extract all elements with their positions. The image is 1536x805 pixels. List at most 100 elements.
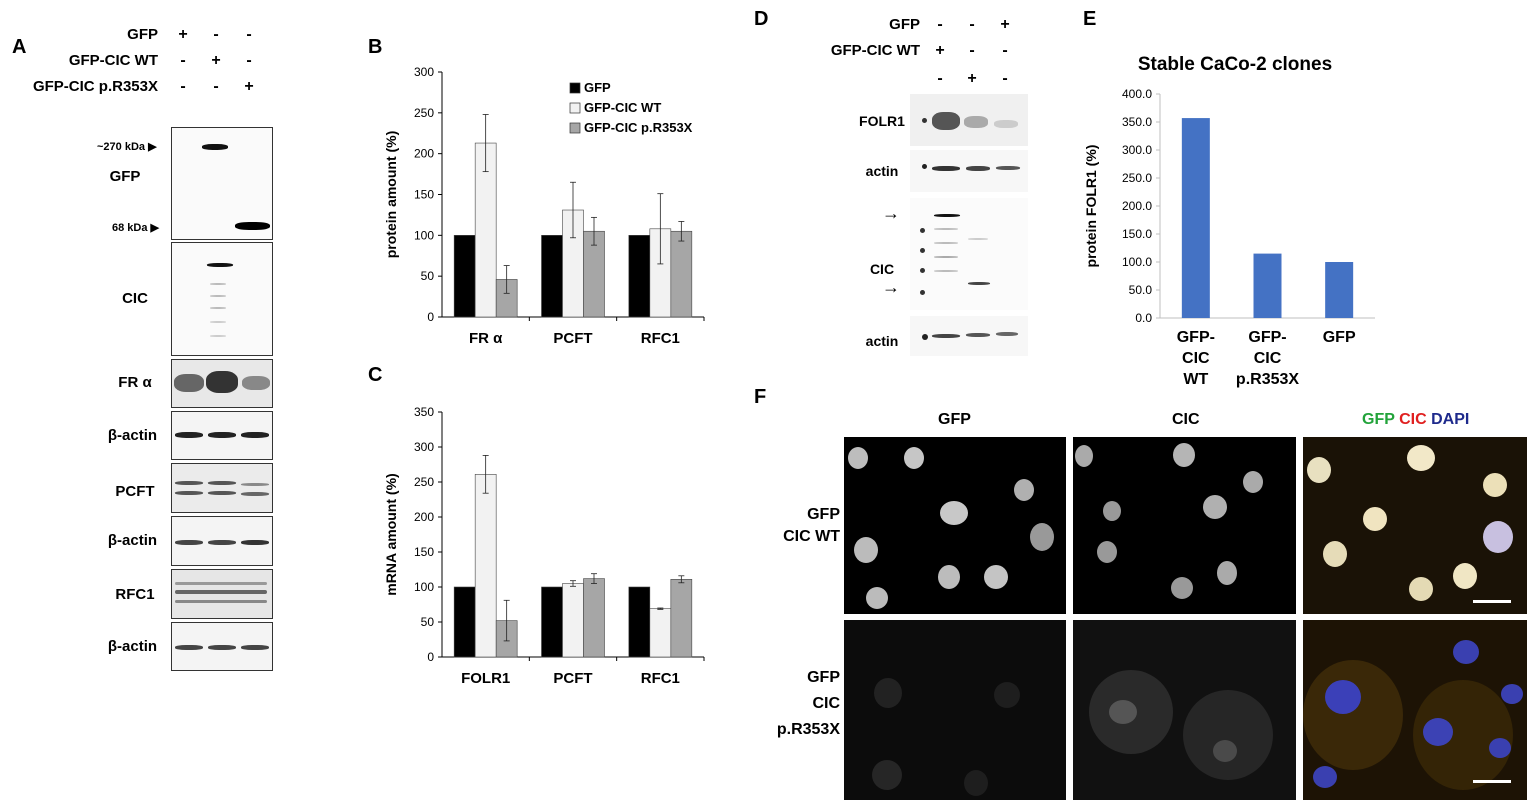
nucleus [1173, 443, 1195, 467]
nucleus [854, 537, 878, 563]
y-tick-label: 200.0 [1122, 199, 1152, 213]
legend-swatch [569, 82, 581, 94]
blot-folr1 [910, 94, 1028, 146]
blot-actin [171, 622, 273, 671]
bar [453, 586, 476, 658]
panel-label-f: F [754, 386, 767, 408]
marker-high-label: ~270 kDa ▶ [97, 141, 157, 153]
band [934, 242, 958, 244]
blot-gfp [171, 127, 273, 240]
nucleus [1243, 471, 1263, 493]
y-tick-label: 100 [414, 580, 434, 594]
band [922, 334, 928, 340]
y-tick-label: 150 [414, 545, 434, 559]
blot-label-actin: β-actin [107, 532, 158, 549]
y-axis-label: protein amount (%) [383, 131, 399, 259]
nucleus [1213, 740, 1237, 762]
y-tick-label: 0.0 [1135, 311, 1152, 325]
x-tick-label: GFP [1323, 329, 1356, 346]
band [934, 256, 958, 258]
blot-label-actin: β-actin [107, 427, 158, 444]
nucleus [1307, 457, 1331, 483]
arrow-icon: → [882, 203, 900, 223]
micrograph-cic-wt [1073, 437, 1296, 614]
panel-d-sign: - [937, 16, 943, 33]
nucleus [940, 501, 968, 525]
legend-label: GFP-CIC p.R353X [584, 120, 693, 135]
panel-a-sign: - [213, 26, 219, 43]
band [202, 144, 228, 150]
band [920, 268, 925, 273]
nucleus [1014, 479, 1034, 501]
panel-d-sign: - [969, 16, 975, 33]
y-axis-label: mRNA amount (%) [383, 473, 399, 595]
nucleus [964, 770, 988, 796]
panel-d-cond-label-2: GFP-CIC WT [830, 42, 920, 59]
y-tick-label: 50 [421, 615, 435, 629]
band [208, 481, 236, 485]
blot-label-pcft: PCFT [115, 483, 155, 500]
nucleus [1325, 680, 1361, 714]
panel-a-sign: - [180, 78, 186, 95]
band [920, 228, 925, 233]
nucleus [1323, 541, 1347, 567]
panel-d-sign: + [935, 42, 945, 59]
legend-label: GFP-CIC WT [584, 100, 661, 115]
band [210, 307, 226, 309]
y-tick-label: 0 [427, 310, 434, 324]
scale-bar [1473, 600, 1511, 603]
panel-a-sign: + [178, 26, 188, 43]
band [934, 270, 958, 272]
nucleus [1407, 445, 1435, 471]
y-tick-label: 300 [414, 440, 434, 454]
nucleus [1171, 577, 1193, 599]
nucleus [904, 447, 924, 469]
nucleus [1483, 521, 1513, 553]
nucleus [1453, 563, 1477, 589]
band [934, 228, 958, 230]
blot-label-actin-d2: actin [865, 333, 899, 349]
blot-label-actin: β-actin [107, 638, 158, 655]
bar [583, 578, 605, 658]
nucleus [1489, 738, 1511, 758]
y-tick-label: 150.0 [1122, 227, 1152, 241]
panel-a-sign: - [246, 26, 252, 43]
panel-a-sign: + [244, 78, 254, 95]
x-tick-label: PCFT [553, 670, 592, 687]
bar [541, 235, 563, 318]
band [241, 492, 269, 496]
nucleus [1075, 445, 1093, 467]
band [932, 112, 960, 130]
bar [628, 586, 651, 658]
panel-f-col-merge: GFP CIC DAPI [1362, 411, 1469, 429]
x-tick-label: WT [1183, 371, 1208, 388]
panel-d-sign: - [1002, 70, 1008, 87]
band [968, 282, 990, 285]
nucleus [938, 565, 960, 589]
band [241, 645, 269, 650]
bar [474, 474, 497, 658]
band [174, 374, 204, 392]
band [208, 540, 236, 545]
merge-gfp: GFP [1362, 411, 1395, 428]
band [235, 222, 270, 230]
y-tick-label: 200 [414, 510, 434, 524]
band [208, 491, 236, 495]
band [175, 540, 203, 545]
band [175, 590, 267, 594]
x-tick-label: PCFT [553, 330, 592, 347]
y-tick-label: 150 [414, 188, 434, 202]
band [996, 166, 1020, 170]
blot-cic-d [910, 198, 1028, 310]
band [932, 334, 960, 338]
nucleus [1483, 473, 1507, 497]
nucleus [872, 760, 902, 790]
panel-d-sign: + [967, 70, 977, 87]
blot-label-fr-alpha: FR α [118, 374, 152, 391]
chart-c: 0 50 100 150 200 250 300 350 mRNA amount (%) FOLR… [383, 405, 705, 687]
blot-label-rfc1: RFC1 [115, 586, 155, 603]
blot-label-cic: CIC [122, 290, 148, 307]
blot-label-cic-d: CIC [869, 261, 895, 277]
blot-actin [171, 411, 273, 460]
blot-pcft [171, 463, 273, 513]
